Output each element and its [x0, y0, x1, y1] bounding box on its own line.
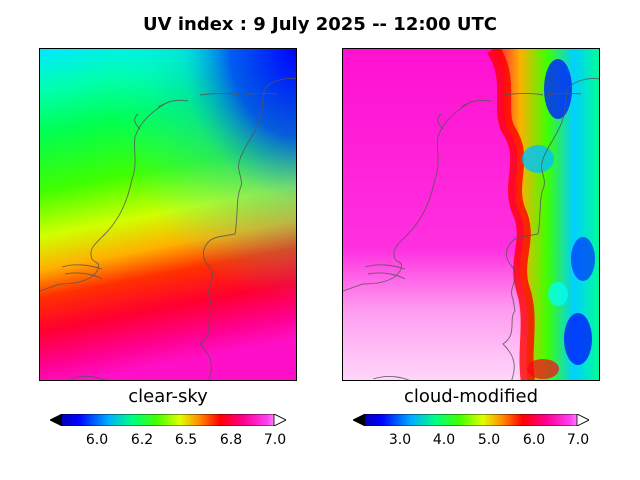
tick-label: 6.5 — [174, 432, 198, 448]
tick-label: 7.0 — [263, 432, 287, 448]
panel-label-cloud-modified: cloud-modified — [403, 386, 539, 407]
colorbar-clear-sky — [50, 414, 286, 426]
coastline-cloud-modified — [343, 78, 599, 380]
tick-label: 3.0 — [388, 432, 412, 448]
colorbar-cloud-modified — [353, 414, 589, 426]
tick-label: 4.0 — [432, 432, 456, 448]
tick-label: 6.0 — [85, 432, 109, 448]
map-cloud-modified — [342, 48, 600, 381]
tick-label: 6.8 — [219, 432, 243, 448]
cloud-modified-field — [343, 49, 599, 380]
tick-label: 6.0 — [522, 432, 546, 448]
figure-title: UV index : 9 July 2025 -- 12:00 UTC — [143, 14, 497, 35]
tick-label: 5.0 — [477, 432, 501, 448]
clear-sky-field — [40, 49, 296, 380]
tick-label: 7.0 — [566, 432, 590, 448]
coastline-clear-sky — [40, 78, 296, 380]
map-clear-sky — [39, 48, 297, 381]
tick-label: 6.2 — [130, 432, 154, 448]
panel-label-clear-sky: clear-sky — [128, 386, 208, 407]
